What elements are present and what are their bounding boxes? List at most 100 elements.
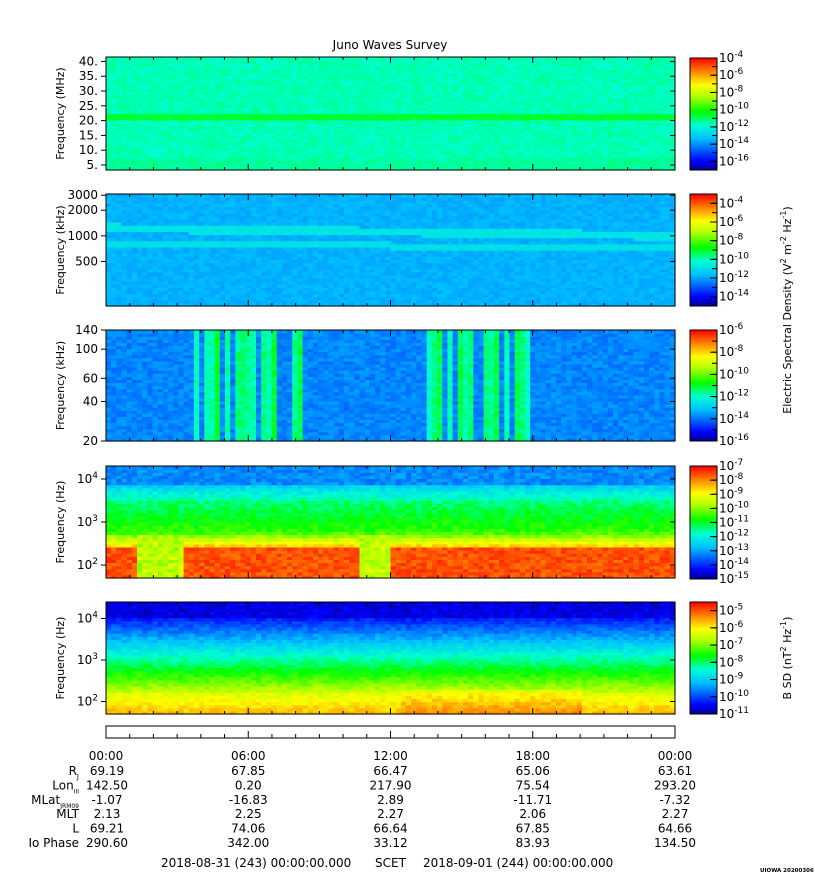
heatmap-cell (318, 151, 324, 155)
heatmap-cell (230, 141, 236, 146)
heatmap-cell (478, 144, 485, 149)
heatmap-cell (649, 163, 655, 168)
heatmap-cell (369, 157, 376, 162)
heatmap-cell (178, 163, 185, 168)
heatmap-cell (142, 151, 148, 155)
heatmap-cell (204, 151, 211, 155)
heatmap-cell (395, 151, 402, 155)
heatmap-cell (287, 141, 293, 146)
heatmap-cell (612, 160, 619, 165)
heatmap-cell (142, 154, 148, 159)
heatmap-cell (654, 151, 661, 155)
heatmap-cell (545, 148, 552, 152)
heatmap-cell (287, 166, 293, 171)
heatmap-cell (473, 166, 480, 171)
heatmap-cell (281, 163, 288, 168)
heatmap-cell (483, 157, 490, 162)
heatmap-cell (442, 154, 448, 159)
heatmap-cell (193, 151, 200, 155)
heatmap-cell (406, 141, 412, 146)
heatmap-cell (111, 154, 117, 159)
heatmap-cell (623, 154, 630, 159)
heatmap-cell (369, 144, 376, 149)
heatmap-cell (649, 144, 655, 149)
heatmap-cell (111, 163, 117, 168)
heatmap-cell (571, 160, 578, 165)
heatmap-cell (131, 144, 138, 149)
heatmap-cell (380, 148, 386, 152)
heatmap-cell (550, 166, 557, 171)
heatmap-cell (524, 144, 531, 149)
heatmap-cell (390, 154, 397, 159)
heatmap-cell (369, 57, 376, 61)
heatmap-cell (359, 160, 366, 165)
heatmap-cell (612, 144, 619, 149)
heatmap-cell (612, 154, 619, 159)
heatmap-cell (359, 141, 366, 146)
heatmap-cell (669, 163, 676, 168)
heatmap-cell (587, 57, 593, 61)
heatmap-cell (493, 151, 500, 155)
heatmap-cell (406, 160, 412, 165)
heatmap-cell (499, 57, 505, 61)
heatmap-cell (235, 141, 242, 146)
y-tick-label: 30. (79, 84, 98, 98)
heatmap-cell (406, 163, 412, 168)
heatmap-cell (628, 57, 635, 61)
heatmap-cell (561, 154, 567, 159)
heatmap-cell (121, 148, 128, 152)
heatmap-cell (664, 57, 671, 61)
heatmap-cell (395, 166, 402, 171)
heatmap-cell (261, 148, 267, 152)
heatmap-cell (400, 160, 407, 165)
heatmap-cell (447, 157, 454, 162)
heatmap-cell (307, 166, 314, 171)
heatmap-cell (581, 144, 588, 149)
heatmap-cell (561, 157, 567, 162)
heatmap-cell (664, 163, 671, 168)
heatmap-cells (106, 57, 676, 171)
heatmap-cell (214, 151, 221, 155)
heatmap-cell (271, 154, 278, 159)
heatmap-cell (535, 57, 542, 61)
heatmap-cell (442, 157, 448, 162)
heatmap-cell (607, 57, 614, 61)
heatmap-cell (431, 166, 438, 171)
heatmap-cell (266, 141, 273, 146)
colorbar-tick-label: 10-6 (719, 67, 744, 82)
heatmap-cell (478, 160, 485, 165)
heatmap-cell (406, 151, 412, 155)
heatmap-cell (137, 154, 143, 159)
heatmap-cell (468, 154, 474, 159)
heatmap-cell (602, 154, 609, 159)
heatmap-cell (147, 148, 154, 152)
heatmap-cell (256, 154, 262, 159)
heatmap-cell (199, 160, 205, 165)
heatmap-cell (359, 57, 366, 61)
heatmap-cell (349, 57, 355, 61)
y-axis-label: Frequency (MHz) (54, 67, 67, 159)
heatmap-cell (628, 151, 635, 155)
heatmap-cell (535, 144, 542, 149)
heatmap-cell (193, 57, 200, 61)
heatmap-cell (437, 141, 443, 146)
heatmap-cell (256, 166, 262, 171)
heatmap-cell (499, 157, 505, 162)
heatmap-cell (540, 154, 547, 159)
heatmap-cell (576, 166, 583, 171)
heatmap-cell (390, 157, 397, 162)
y-tick-label: 25. (79, 99, 98, 113)
heatmap-cell (349, 163, 355, 168)
heatmap-cell (643, 144, 650, 149)
heatmap-cell (519, 166, 526, 171)
heatmap-cell (214, 148, 221, 152)
heatmap-cell (437, 154, 443, 159)
heatmap-cell (431, 154, 438, 159)
heatmap-cell (131, 57, 138, 61)
heatmap-cell (374, 160, 381, 165)
heatmap-cell (137, 157, 143, 162)
heatmap-cell (633, 160, 640, 165)
heatmap-cell (297, 154, 304, 159)
heatmap-cell (400, 144, 407, 149)
heatmap-cell (509, 57, 516, 61)
